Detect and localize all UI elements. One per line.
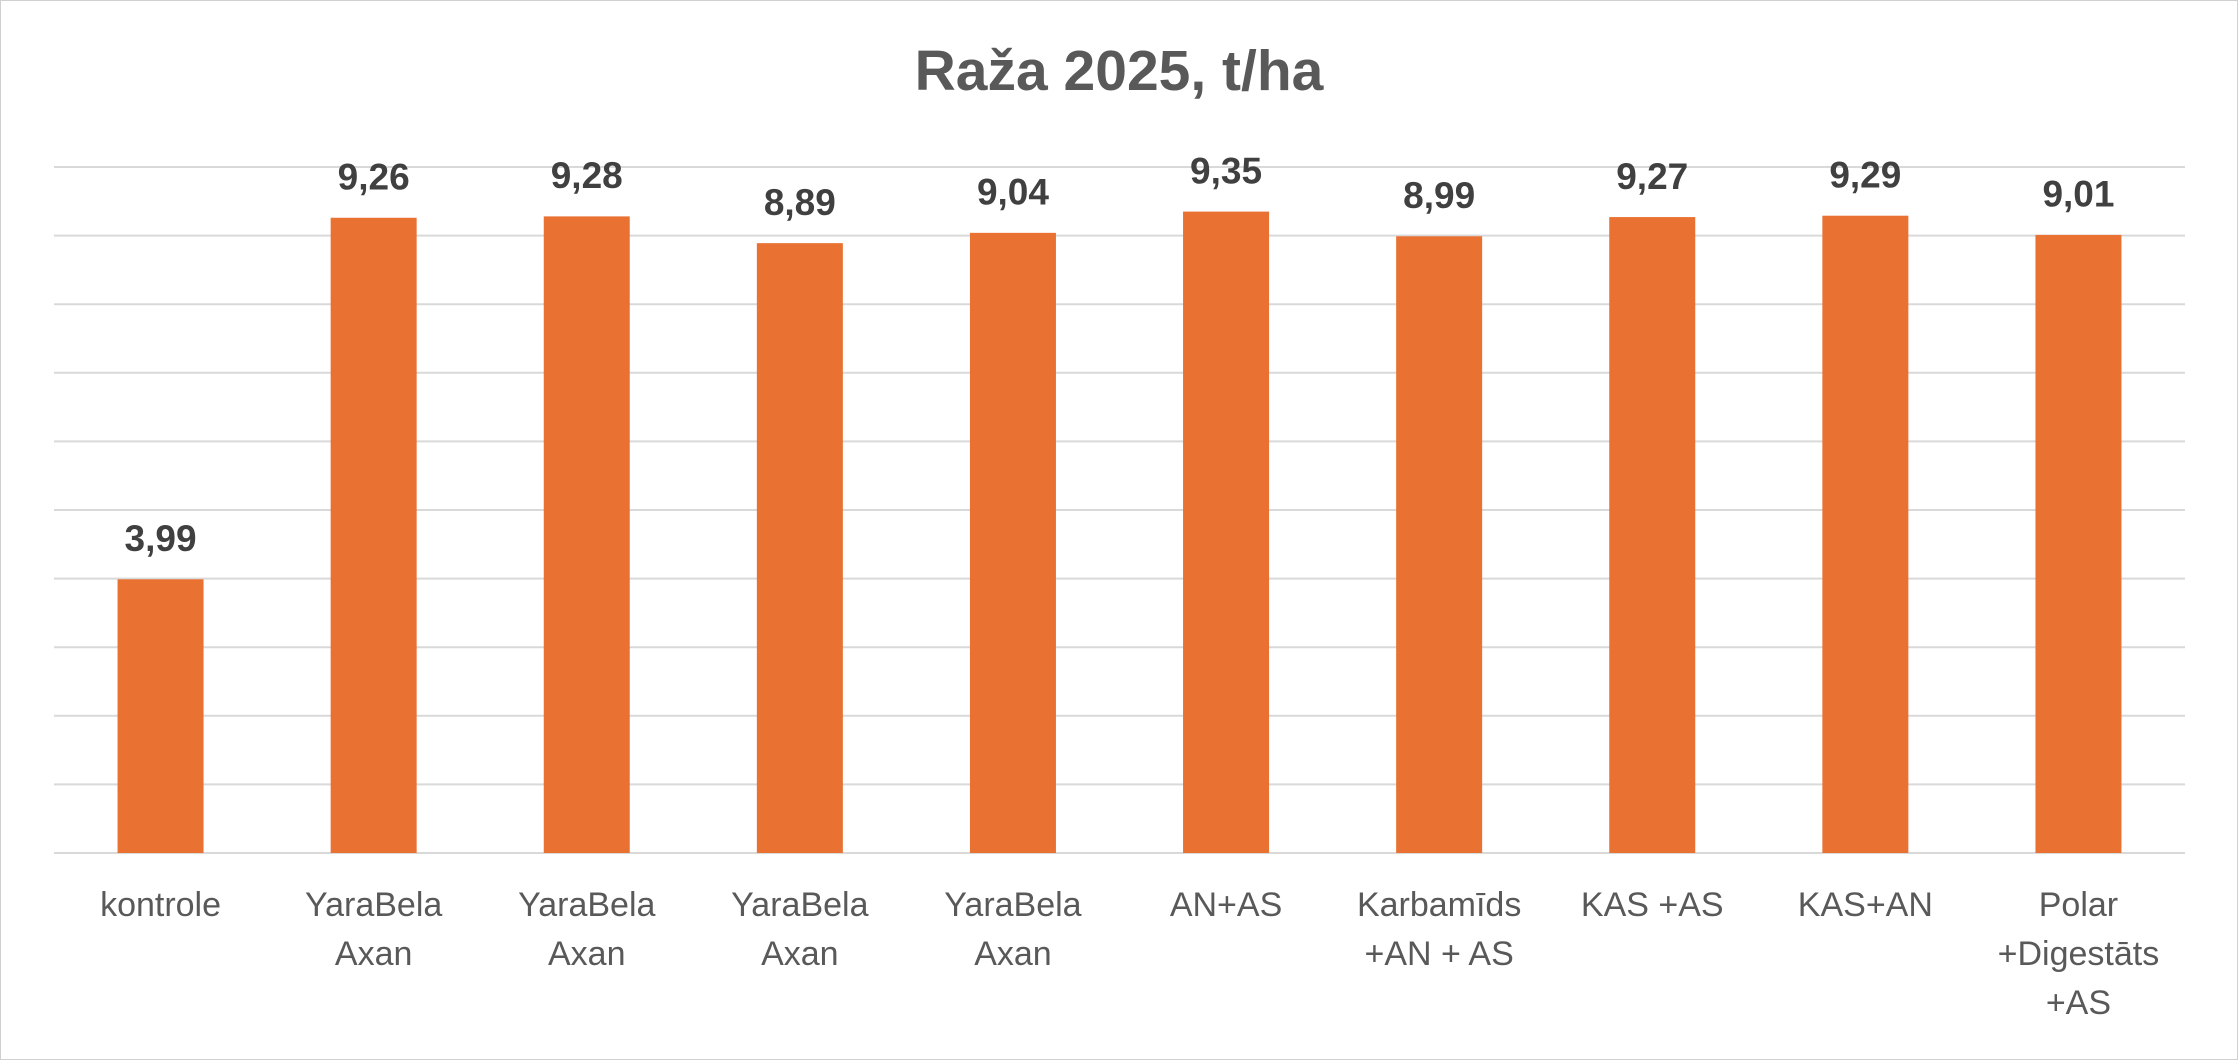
data-label: 9,29 <box>1829 154 1901 195</box>
x-tick-label: AN+AS <box>1169 886 1283 924</box>
data-label: 8,89 <box>764 182 836 223</box>
bar <box>330 217 417 853</box>
data-label: 3,99 <box>125 518 197 559</box>
data-label: 8,99 <box>1403 175 1475 216</box>
x-tick-label: YaraBela Axan <box>731 886 869 973</box>
x-tick-label: YaraBela Axan <box>518 886 656 973</box>
x-tick-label: YaraBela Axan <box>304 886 443 973</box>
x-tick-label: YaraBela Axan <box>944 886 1082 973</box>
bar <box>2035 234 2122 853</box>
bar <box>1183 211 1270 854</box>
x-tick-label: Polar +Digestāts +AS <box>1997 886 2160 1022</box>
bar <box>1609 217 1696 853</box>
x-tick-label: KAS +AS <box>1580 886 1724 924</box>
data-label: 9,01 <box>2042 174 2114 215</box>
bar <box>1822 215 1909 853</box>
data-label: 9,35 <box>1190 150 1262 191</box>
bar <box>1396 236 1483 853</box>
bar <box>756 243 843 853</box>
data-label: 9,26 <box>338 157 410 198</box>
chart-title: Raža 2025, t/ha <box>915 39 1325 103</box>
data-label: 9,04 <box>977 172 1049 213</box>
data-label: 9,27 <box>1616 156 1688 197</box>
bar <box>969 232 1056 853</box>
bar <box>117 579 204 853</box>
bar <box>543 216 630 854</box>
x-tick-label: kontrole <box>100 886 222 924</box>
data-label: 9,28 <box>551 155 623 196</box>
x-tick-label: KAS+AN <box>1797 886 1933 924</box>
x-tick-label: Karbamīds +AN + AS <box>1356 886 1522 973</box>
